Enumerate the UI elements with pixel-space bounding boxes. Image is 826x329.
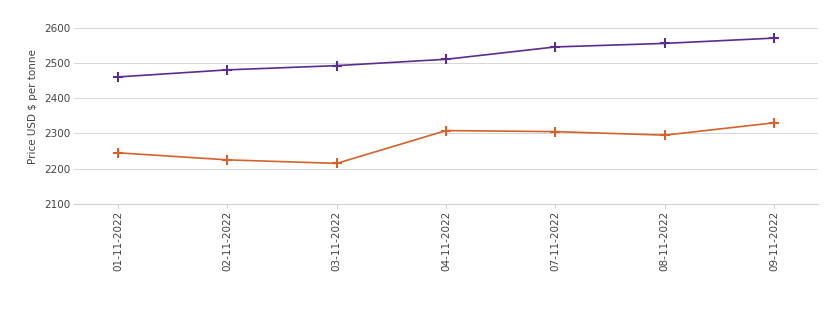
LME bbox=[222, 158, 232, 162]
LME bbox=[113, 151, 123, 155]
LME bbox=[550, 130, 560, 134]
Line: SHFE: SHFE bbox=[113, 33, 779, 82]
LME bbox=[332, 162, 342, 165]
SHFE bbox=[660, 41, 670, 45]
LME bbox=[441, 129, 451, 133]
LME bbox=[769, 121, 779, 125]
LME bbox=[660, 133, 670, 137]
SHFE bbox=[441, 57, 451, 61]
Y-axis label: Price USD $ per tonne: Price USD $ per tonne bbox=[28, 49, 38, 164]
SHFE bbox=[332, 63, 342, 67]
SHFE bbox=[222, 68, 232, 72]
SHFE bbox=[769, 36, 779, 40]
Line: LME: LME bbox=[113, 118, 779, 168]
SHFE bbox=[113, 75, 123, 79]
SHFE bbox=[550, 45, 560, 49]
